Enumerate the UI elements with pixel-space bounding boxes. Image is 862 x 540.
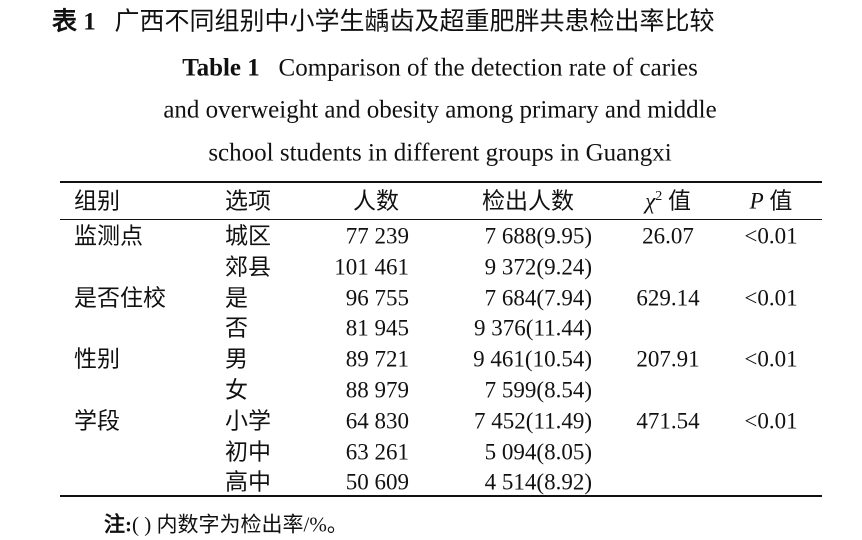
title-text: 广西不同组别中小学生龋齿及超重肥胖共患检出率比较 <box>114 8 715 36</box>
p-text: 值 <box>769 188 793 214</box>
note-text: ( ) 内数字为检出率/%。 <box>132 512 348 537</box>
cell-option: 是 <box>225 285 248 311</box>
cell-chi2: 207.91 <box>636 346 700 372</box>
cell-detected: 9 376(11.44) <box>474 315 592 341</box>
cell-group: 学段 <box>74 408 120 434</box>
cell-count: 81 945 <box>345 315 409 341</box>
cell-detected: 4 514(8.92) <box>484 469 592 495</box>
chi-symbol: χ <box>645 188 656 214</box>
cell-detected: 7 599(8.54) <box>484 377 592 403</box>
header-cell: χ2 值 <box>645 188 691 214</box>
cell-p: <0.01 <box>744 346 798 372</box>
cell-p: <0.01 <box>744 223 798 249</box>
english-line: and overweight and obesity among primary… <box>163 96 717 124</box>
note: 注:( ) 内数字为检出率/%。 <box>104 512 348 537</box>
p-symbol: P <box>749 188 764 214</box>
english-title: Table 1 Comparison of the detection rate… <box>182 56 698 81</box>
cell-option: 郊县 <box>225 254 271 280</box>
title: 表 1 广西不同组别中小学生龋齿及超重肥胖共患检出率比较 <box>52 10 715 35</box>
note-label: 注: <box>104 512 132 537</box>
bottom-rule <box>60 495 822 497</box>
cell-detected: 7 684(7.94) <box>484 285 592 311</box>
chi-sup: 2 <box>655 188 663 204</box>
cell-count: 64 830 <box>345 408 409 434</box>
cell-count: 96 755 <box>345 285 409 311</box>
cell-option: 高中 <box>225 469 271 495</box>
header-cell: 组别 <box>74 188 120 214</box>
chi-text: 值 <box>667 188 691 214</box>
header-cell: 检出人数 <box>482 188 574 214</box>
header-cell: P 值 <box>750 190 793 213</box>
cell-p: <0.01 <box>744 285 798 311</box>
cell-group: 性别 <box>74 346 120 372</box>
cell-count: 63 261 <box>345 439 409 465</box>
cell-option: 女 <box>225 377 248 403</box>
header-cell: 选项 <box>225 188 271 214</box>
cell-detected: 7 452(11.49) <box>474 408 592 434</box>
cell-count: 101 461 <box>334 254 409 280</box>
cell-option: 否 <box>225 315 248 341</box>
cell-detected: 9 372(9.24) <box>484 254 592 280</box>
english-line: Comparison of the detection rate of cari… <box>278 54 698 82</box>
header-cell: 人数 <box>353 188 399 214</box>
cell-count: 88 979 <box>345 377 409 403</box>
cell-chi2: 26.07 <box>642 223 694 249</box>
cell-group: 是否住校 <box>74 285 166 311</box>
cell-count: 89 721 <box>345 346 409 372</box>
cell-option: 城区 <box>225 223 271 249</box>
cell-group: 监测点 <box>74 223 143 249</box>
cell-count: 50 609 <box>345 469 409 495</box>
cell-detected: 9 461(10.54) <box>473 346 592 372</box>
cell-chi2: 629.14 <box>636 285 700 311</box>
cell-chi2: 471.54 <box>636 408 700 434</box>
english-label: Table 1 <box>182 54 260 82</box>
cell-detected: 5 094(8.05) <box>484 439 592 465</box>
top-rule <box>60 181 822 183</box>
cell-option: 初中 <box>225 439 271 465</box>
cell-p: <0.01 <box>744 408 798 434</box>
cell-detected: 7 688(9.95) <box>484 223 592 249</box>
cell-option: 小学 <box>225 408 271 434</box>
header-rule <box>60 219 822 220</box>
title-label: 表 1 <box>52 8 96 36</box>
english-line: school students in different groups in G… <box>208 139 672 167</box>
cell-option: 男 <box>225 346 248 372</box>
cell-count: 77 239 <box>345 223 409 249</box>
